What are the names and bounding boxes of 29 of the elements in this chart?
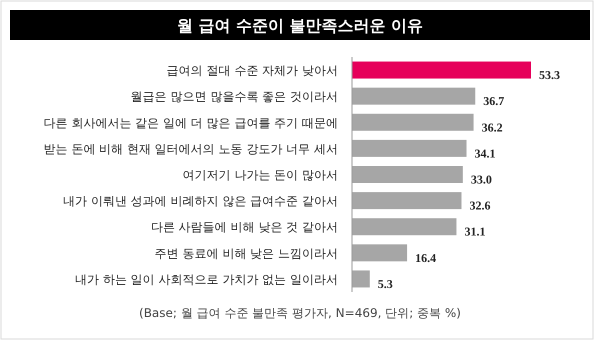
y-tick-label: 여기저기 나가는 돈이 많아서 [182, 168, 338, 182]
bar [352, 88, 476, 105]
bar [352, 140, 467, 157]
data-label: 16.4 [415, 250, 436, 265]
data-label: 36.2 [482, 120, 503, 134]
bar [352, 166, 463, 183]
y-tick-label: 다른 사람들에 비해 낮은 것 같아서 [150, 220, 338, 234]
y-tick-label: 다른 회사에서는 같은 일에 더 많은 급여를 주기 때문에 [43, 116, 338, 130]
data-label: 34.1 [474, 146, 496, 160]
y-tick-label: 내가 하는 일이 사회적으로 가치가 없는 일이라서 [75, 272, 338, 286]
bar [352, 270, 370, 288]
bar [352, 244, 408, 262]
bar [352, 192, 462, 210]
data-label: 36.7 [483, 94, 504, 108]
data-label: 5.3 [378, 276, 393, 291]
y-tick-label: 월급은 많으면 많을수록 좋은 것이라서 [130, 90, 338, 104]
y-tick-label: 급여의 절대 수준 자체가 낮아서 [166, 64, 338, 78]
data-label: 33.0 [470, 172, 492, 186]
y-tick-label: 주변 동료에 비해 낮은 느낌이라서 [154, 246, 338, 260]
y-tick-label: 받는 돈에 비해 현재 일터에서의 노동 강도가 너무 세서 [43, 142, 338, 156]
data-label: 32.6 [469, 198, 490, 213]
data-label: 31.1 [464, 224, 486, 239]
bar [352, 114, 474, 131]
data-label: 53.3 [539, 68, 560, 82]
text: (Base; 월 급여 수준 불만족 평가자, N=469, 단위; 중복 %) [139, 306, 461, 320]
bar [352, 218, 456, 236]
chart-title: 월 급여 수준이 불만족스러운 이유 [176, 16, 424, 35]
bar [352, 62, 531, 79]
y-tick-label: 내가 이뤄낸 성과에 비례하지 않은 급여수준 같아서 [63, 194, 338, 208]
